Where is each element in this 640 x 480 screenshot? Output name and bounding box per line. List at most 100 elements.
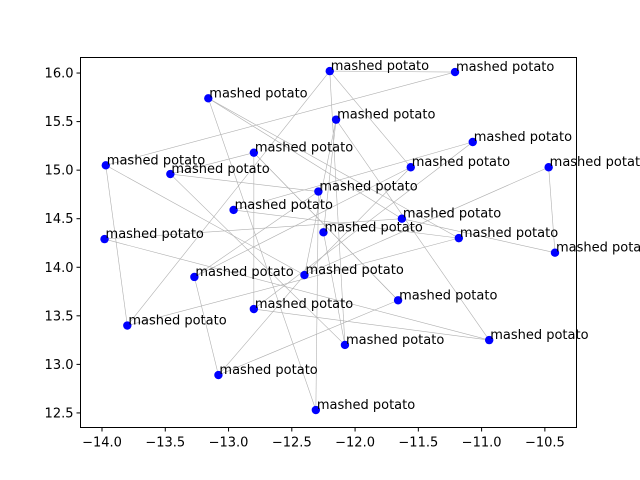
edge-line <box>218 274 305 376</box>
point-label: mashed potato <box>305 263 403 278</box>
x-tick-label: −14.0 <box>82 436 122 451</box>
edge-line <box>194 166 411 278</box>
point-label: mashed potato <box>317 398 415 413</box>
y-tick-label: 13.5 <box>45 309 74 324</box>
point-label: mashed potato <box>346 333 444 348</box>
x-tick-label: −11.0 <box>462 436 502 451</box>
data-point <box>100 234 109 244</box>
y-tick-label: 13.0 <box>45 358 74 373</box>
edge-line <box>170 173 319 192</box>
edge-line <box>170 173 346 346</box>
data-point <box>468 137 477 147</box>
data-point <box>314 187 323 196</box>
data-point <box>331 115 341 124</box>
edge-line <box>304 167 411 276</box>
data-point <box>101 161 111 170</box>
data-point <box>454 233 464 243</box>
point-label: mashed potato <box>235 198 333 213</box>
x-tick-label: −12.5 <box>272 436 312 451</box>
edge-line <box>105 71 456 166</box>
edge-line <box>253 308 490 341</box>
edge-line <box>335 119 490 341</box>
point-label: mashed potato <box>209 86 307 101</box>
edge-line <box>105 165 128 326</box>
y-tick-label: 15.0 <box>45 164 74 179</box>
point-label: mashed potato <box>460 226 558 241</box>
x-tick-label: −13.0 <box>209 436 249 451</box>
edge-line <box>127 70 331 326</box>
data-point <box>166 169 175 179</box>
plot-frame <box>80 57 577 428</box>
edge-line <box>304 166 549 276</box>
data-point <box>406 163 415 172</box>
point-label: mashed potato <box>255 297 353 312</box>
edge-line <box>194 191 319 278</box>
point-label: mashed potato <box>219 363 317 378</box>
edge-line <box>329 71 346 345</box>
point-label: mashed potato <box>324 220 422 235</box>
x-tick-label: −13.5 <box>145 436 185 451</box>
edge-line <box>208 98 403 219</box>
point-label: mashed potato <box>550 155 640 170</box>
edge-line <box>329 70 411 168</box>
edge-line <box>105 165 305 276</box>
data-point <box>544 163 553 172</box>
edge-line <box>127 237 459 326</box>
point-label: mashed potato <box>107 153 205 168</box>
edge-line <box>304 119 337 276</box>
edge-line <box>208 98 459 239</box>
edge-line <box>233 209 459 239</box>
point-label: mashed potato <box>490 328 588 343</box>
y-tick-label: 14.0 <box>45 261 74 276</box>
edge-line <box>548 167 556 253</box>
y-tick-label: 16.0 <box>45 67 74 82</box>
x-tick-label: −12.0 <box>335 436 375 451</box>
data-point <box>484 335 494 345</box>
edge-line <box>323 119 337 233</box>
point-label: mashed potato <box>403 207 501 222</box>
point-label: mashed potato <box>319 180 417 195</box>
x-axis: −14.0 −13.5 −13.0 −12.5 −12.0 −11.5 −11.0 −10.5 <box>82 427 565 451</box>
point-label: mashed potato <box>556 241 640 256</box>
point-label: mashed potato <box>337 108 435 123</box>
edge-line <box>194 276 219 376</box>
data-point <box>229 205 238 215</box>
point-label: mashed potato <box>331 59 429 74</box>
edge-line <box>218 300 399 376</box>
point-label: mashed potato <box>171 162 269 177</box>
edge-line <box>253 152 399 301</box>
y-tick-label: 12.5 <box>45 406 74 421</box>
edge-line <box>323 232 346 346</box>
point-label: mashed potato <box>128 314 226 329</box>
point-label: mashed potato <box>255 141 353 156</box>
x-tick-label: −10.5 <box>525 436 565 451</box>
x-tick-label: −11.5 <box>398 436 438 451</box>
data-point <box>319 228 328 237</box>
point-label: mashed potato <box>412 155 510 170</box>
point-label: mashed potato <box>474 130 572 145</box>
data-point <box>397 214 407 223</box>
data-point <box>550 248 560 257</box>
edge-line <box>253 141 473 310</box>
data-point <box>450 67 460 77</box>
data-point <box>300 270 309 280</box>
edge-line <box>104 238 490 341</box>
data-point <box>325 66 334 76</box>
y-tick-label: 15.5 <box>45 115 74 130</box>
point-label: mashed potato <box>456 60 554 75</box>
data-point <box>393 296 403 305</box>
edge-line <box>401 218 556 253</box>
data-point <box>123 321 132 330</box>
data-point <box>340 340 350 350</box>
points-layer <box>100 66 560 415</box>
data-point <box>204 94 213 103</box>
edges-layer <box>104 70 556 411</box>
data-point <box>249 304 259 314</box>
point-label: mashed potato <box>399 288 497 303</box>
edge-line <box>170 152 254 175</box>
data-point <box>311 405 321 415</box>
edge-line <box>208 98 317 411</box>
data-point <box>214 370 223 380</box>
